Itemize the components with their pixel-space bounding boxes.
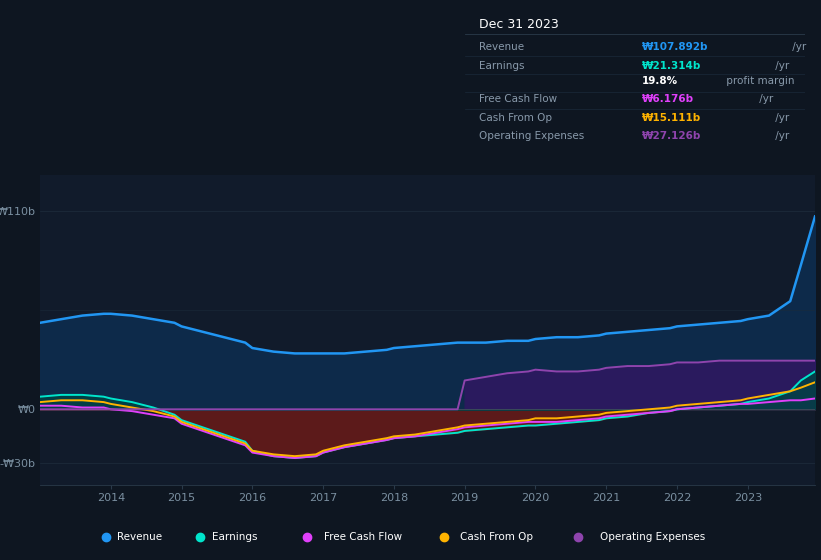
Text: /yr: /yr <box>789 41 806 52</box>
Text: Free Cash Flow: Free Cash Flow <box>324 532 402 542</box>
Text: ₩27.126b: ₩27.126b <box>642 131 701 141</box>
Text: ₩107.892b: ₩107.892b <box>642 41 709 52</box>
Text: 19.8%: 19.8% <box>642 76 678 86</box>
Text: Free Cash Flow: Free Cash Flow <box>479 94 557 104</box>
Text: ₩6.176b: ₩6.176b <box>642 94 694 104</box>
Text: /yr: /yr <box>773 61 790 71</box>
Text: ₩21.314b: ₩21.314b <box>642 61 701 71</box>
Text: Revenue: Revenue <box>479 41 524 52</box>
Text: ₩15.111b: ₩15.111b <box>642 113 701 123</box>
Text: Cash From Op: Cash From Op <box>479 113 552 123</box>
Text: /yr: /yr <box>756 94 773 104</box>
Text: /yr: /yr <box>773 131 790 141</box>
Text: Earnings: Earnings <box>213 532 258 542</box>
Text: Cash From Op: Cash From Op <box>460 532 533 542</box>
Text: /yr: /yr <box>773 113 790 123</box>
Text: Earnings: Earnings <box>479 61 524 71</box>
Text: Revenue: Revenue <box>117 532 162 542</box>
Text: Dec 31 2023: Dec 31 2023 <box>479 17 558 30</box>
Text: Operating Expenses: Operating Expenses <box>599 532 704 542</box>
Text: profit margin: profit margin <box>723 76 795 86</box>
Text: Operating Expenses: Operating Expenses <box>479 131 584 141</box>
